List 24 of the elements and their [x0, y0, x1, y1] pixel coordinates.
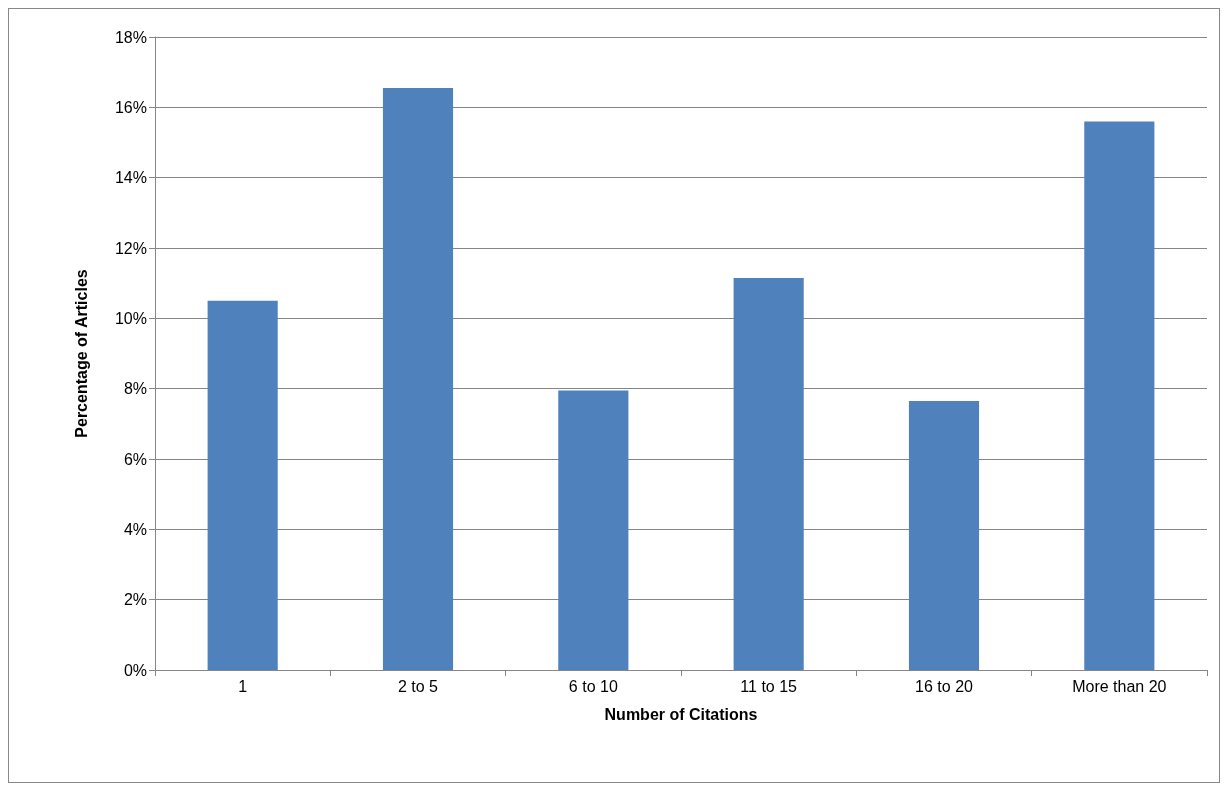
x-tick-label: 6 to 10 — [568, 677, 618, 695]
bar — [207, 300, 278, 670]
y-tick-label: 4% — [123, 520, 147, 538]
y-tick-label: 12% — [114, 239, 147, 257]
y-tick-label: 8% — [123, 380, 147, 398]
x-tick-label: 1 — [238, 677, 248, 695]
x-axis-title: Number of Citations — [604, 705, 758, 723]
x-tick-label: More than 20 — [1072, 677, 1167, 695]
y-tick-label: 10% — [114, 309, 147, 327]
x-tick-label: 16 to 20 — [915, 677, 974, 695]
y-tick-label: 18% — [114, 28, 147, 46]
y-tick-label: 16% — [114, 98, 147, 116]
y-tick-label: 6% — [123, 450, 147, 468]
bar — [908, 400, 980, 670]
bar — [382, 87, 454, 670]
y-axis-title: Percentage of Articles — [72, 269, 90, 438]
y-tick-label: 14% — [114, 169, 147, 187]
bar — [1084, 121, 1155, 670]
y-tick-label: 2% — [123, 591, 147, 609]
x-tick-label: 11 to 15 — [740, 677, 798, 695]
bar — [733, 277, 804, 670]
bar — [558, 390, 629, 670]
y-tick-label: 0% — [123, 661, 147, 679]
x-tick-label: 2 to 5 — [397, 677, 439, 695]
